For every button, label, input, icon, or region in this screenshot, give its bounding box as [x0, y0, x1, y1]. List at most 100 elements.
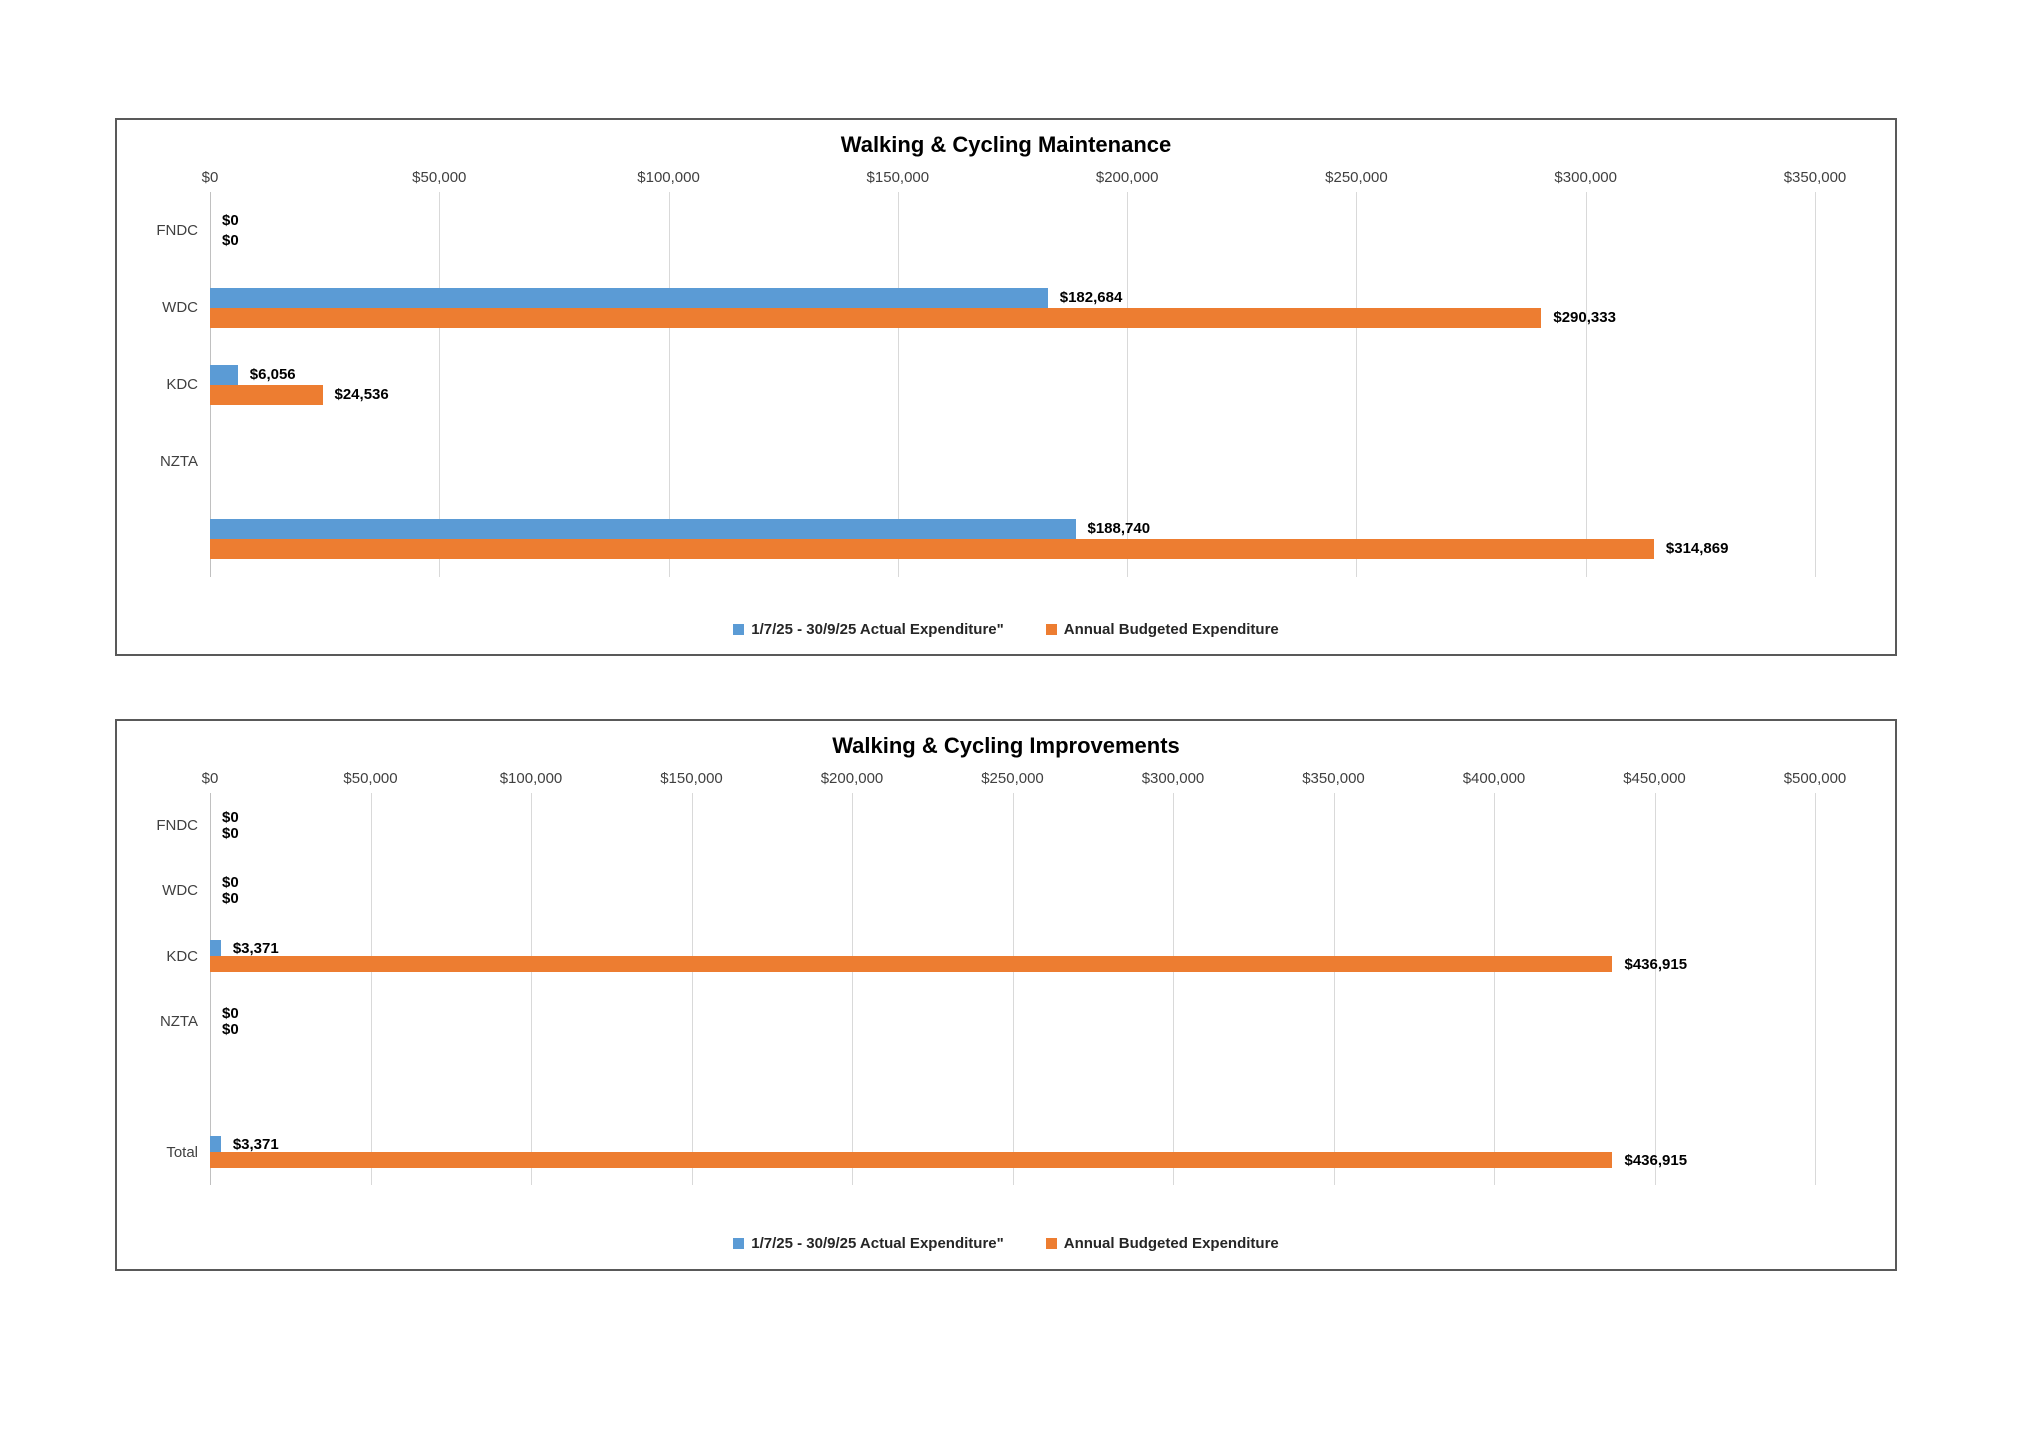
category-axis: FNDC WDC KDC NZTA Total [117, 761, 210, 1185]
value-label: $6,056 [249, 366, 296, 383]
axis-tick-label: $100,000 [499, 770, 563, 787]
bar-line: $290,333 [210, 307, 1815, 328]
axis-line [210, 793, 211, 1185]
bar-line: $436,915 [210, 1151, 1815, 1169]
axis-tick-label: $200,000 [1095, 169, 1159, 186]
value-label: $0 [222, 1005, 239, 1023]
budget-bar [210, 538, 1654, 559]
gridline [1173, 793, 1174, 1185]
legend-label-actual: 1/7/25 - 30/9/25 Actual Expenditure" [751, 1235, 1004, 1252]
value-label: $436,915 [1624, 1151, 1688, 1169]
value-axis-labels: $0 $50,000 $100,000 $150,000 $200,000 $250,00… [202, 160, 1847, 192]
actual-series-swatch-icon [733, 624, 745, 635]
legend: 1/7/25 - 30/9/25 Actual Expenditure" Ann… [117, 621, 1895, 638]
value-axis: $0 $50,000 $100,000 $150,000 $200,000 $250,00… [202, 761, 1895, 793]
value-label: $24,536 [334, 386, 389, 403]
chart-row: $0 $0 [210, 858, 1815, 923]
chart-row: $3,371 $436,915 [210, 1120, 1815, 1185]
axis-tick-label: $50,000 [412, 169, 467, 186]
value-label: $0 [222, 874, 239, 892]
value-label: $0 [222, 825, 239, 843]
chart-row [210, 1054, 1815, 1119]
improvements-chart-panel: Walking & Cycling Improvements FNDC WDC KD… [115, 719, 1897, 1271]
budget-series-swatch-icon [1045, 1238, 1057, 1249]
plot-column: $0 $50,000 $100,000 $150,000 $200,000 $250,00… [202, 160, 1895, 577]
legend-item-actual: 1/7/25 - 30/9/25 Actual Expenditure" [733, 1235, 1004, 1252]
category-label: KDC [166, 947, 198, 965]
chart-row: $182,684 $290,333 [210, 269, 1815, 346]
chart-body: FNDC WDC KDC NZTA $0 $50,000 $100,000 $150,000… [117, 160, 1895, 577]
category-label [117, 1054, 210, 1119]
chart-row: $0 $0 [210, 989, 1815, 1054]
actual-bar [210, 1136, 221, 1153]
actual-bar [210, 364, 238, 385]
axis-tick-label: $300,000 [1141, 770, 1205, 787]
category-label [117, 500, 210, 577]
bar-line: $0 [210, 810, 1815, 826]
category-axis: FNDC WDC KDC NZTA [117, 160, 210, 577]
value-label: $0 [222, 809, 239, 827]
category-label: WDC [162, 882, 198, 900]
axis-tick-label: $350,000 [1783, 169, 1847, 186]
bar-line: $6,056 [210, 364, 1815, 385]
gridline [1815, 793, 1816, 1185]
chart-title-maintenance: Walking & Cycling Maintenance [840, 132, 1172, 157]
bar-line: $3,371 [210, 940, 1815, 957]
axis-tick-label: $50,000 [343, 770, 398, 787]
bar-line: $188,740 [210, 518, 1815, 539]
value-label: $0 [222, 1021, 239, 1039]
bar-line: $0 [210, 231, 1815, 251]
legend: 1/7/25 - 30/9/25 Actual Expenditure" Ann… [117, 1235, 1895, 1252]
budget-bar [210, 1152, 1613, 1169]
value-label: $290,333 [1553, 309, 1616, 326]
chart-title-improvements: Walking & Cycling Improvements [832, 733, 1180, 758]
gridline [1127, 192, 1129, 577]
axis-tick-label: $0 [201, 770, 219, 787]
bar-line: $24,536 [210, 384, 1815, 405]
bar-line: $0 [210, 891, 1815, 907]
bar-line: $0 [210, 875, 1815, 891]
category-label: NZTA [159, 453, 198, 470]
axis-tick-label: $250,000 [981, 770, 1044, 787]
category-label: WDC [162, 299, 198, 316]
category-label: Total [166, 1143, 198, 1161]
legend-label-budget: Annual Budgeted Expenditure [1063, 621, 1279, 638]
chart-row [210, 423, 1815, 500]
legend-item-budget: Annual Budgeted Expenditure [1045, 621, 1279, 638]
gridline [1333, 793, 1335, 1185]
maintenance-chart-panel: Walking & Cycling Maintenance FNDC WDC KDC… [115, 118, 1897, 656]
axis-tick-label: $250,000 [1325, 169, 1388, 186]
bar-line: $0 [210, 1022, 1815, 1038]
gridline [439, 192, 441, 577]
grid-area: $0 $0 $182,684 $290,333 $6,056 $24,536 $188,74… [210, 192, 1816, 577]
category-label: FNDC [156, 817, 198, 835]
value-label: $0 [222, 212, 239, 229]
budget-bar [210, 307, 1542, 328]
value-label: $314,869 [1665, 540, 1729, 557]
gridline [531, 793, 532, 1185]
bar-line: $3,371 [210, 1136, 1815, 1153]
actual-series-swatch-icon [733, 1238, 745, 1249]
chart-row: $0 $0 [210, 793, 1815, 858]
axis-tick-label: $450,000 [1623, 770, 1686, 787]
value-axis-labels: $0 $50,000 $100,000 $150,000 $200,000 $250,00… [202, 761, 1847, 793]
gridline [668, 192, 670, 577]
value-label: $188,740 [1087, 520, 1151, 537]
value-label: $182,684 [1059, 289, 1123, 306]
chart-row: $188,740 $314,869 [210, 500, 1815, 577]
value-label: $0 [222, 232, 239, 249]
gridline [1815, 192, 1816, 577]
legend-item-budget: Annual Budgeted Expenditure [1045, 1235, 1279, 1252]
actual-bar [210, 287, 1048, 308]
gridline [1654, 793, 1656, 1185]
chart-body: FNDC WDC KDC NZTA Total $0 $50,000 $100,000 $15… [117, 761, 1895, 1185]
legend-item-actual: 1/7/25 - 30/9/25 Actual Expenditure" [733, 621, 1004, 638]
bar-line: $0 [210, 211, 1815, 231]
plot-column: $0 $50,000 $100,000 $150,000 $200,000 $250,00… [202, 761, 1895, 1185]
value-axis: $0 $50,000 $100,000 $150,000 $200,000 $250,00… [202, 160, 1895, 192]
bar-line: $0 [210, 1006, 1815, 1022]
plot-area: $0 $0 $182,684 $290,333 $6,056 $24,536 $188,74… [210, 192, 1895, 577]
bar-line: $0 [210, 826, 1815, 842]
legend-label-actual: 1/7/25 - 30/9/25 Actual Expenditure" [751, 621, 1004, 638]
